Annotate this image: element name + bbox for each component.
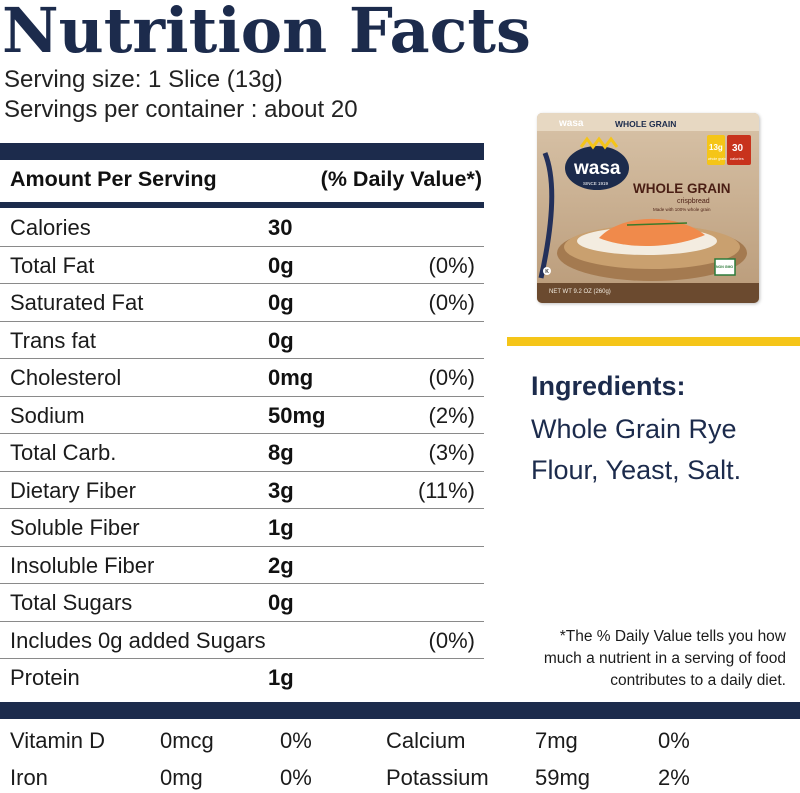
nutrient-row: Saturated Fat 0g (0%) — [0, 284, 484, 322]
vitamin-name: Calcium — [386, 728, 466, 753]
vitamin-dv: 0% — [280, 728, 312, 753]
nutrient-daily-value: (3%) — [428, 440, 475, 465]
non-gmo-seal-text: NON GMO — [716, 265, 733, 269]
nutrient-label: Total Sugars — [10, 590, 133, 615]
vitamin-dv: 0% — [658, 728, 690, 753]
nutrient-row: Dietary Fiber 3g (11%) — [0, 472, 484, 509]
whole-grain-badge — [707, 135, 725, 165]
mini-product-name: WHOLE GRAIN — [615, 119, 676, 129]
nutrient-amount: 0g — [268, 590, 294, 615]
calorie-badge — [727, 135, 751, 165]
nutrient-amount: 0g — [268, 327, 294, 353]
vitamin-amount: 0mg — [160, 765, 203, 790]
whole-grain-badge-value: 13g — [709, 143, 723, 152]
header-divider-bar — [0, 202, 484, 208]
nutrient-daily-value: (0%) — [428, 627, 475, 653]
servings-per-container: Servings per container : about 20 — [4, 96, 358, 123]
ingredients-text: Whole Grain Rye Flour, Yeast, Salt. — [531, 414, 742, 485]
vitamin-name: Vitamin D — [10, 728, 105, 753]
daily-value-footnote: *The % Daily Value tells you how much a … — [543, 628, 786, 689]
vitamin-name: Potassium — [386, 765, 489, 790]
nutrient-label: Total Fat — [10, 252, 95, 278]
nutrient-row: Calories 30 — [0, 209, 484, 247]
nutrient-daily-value: (11%) — [417, 477, 475, 503]
amount-header-row: Amount Per Serving (% Daily Value*) — [10, 167, 482, 199]
nutrient-label: Cholesterol — [10, 365, 122, 390]
nutrient-amount: 1g — [268, 515, 294, 540]
nutrient-label: Insoluble Fiber — [10, 552, 155, 578]
nutrient-amount: 8g — [268, 440, 294, 465]
nutrient-rows: Calories 30 Total Fat 0g (0%) Saturated Fat 0g… — [0, 209, 484, 696]
vitamin-amount: 7mg — [535, 728, 578, 753]
amount-per-serving-label: Amount Per Serving — [10, 167, 217, 191]
wheat-stalk-icon — [538, 152, 555, 279]
brand-logo: wasa — [573, 158, 621, 179]
vitamin-amount: 0mcg — [160, 728, 214, 753]
nutrient-daily-value: (2%) — [428, 402, 475, 428]
ingredients-title: Ingredients: — [531, 371, 686, 401]
nutrient-amount: 0g — [268, 290, 294, 315]
nutrient-label: Calories — [10, 215, 91, 240]
top-thick-bar — [0, 143, 484, 160]
nutrient-label: Includes 0g added Sugars — [10, 627, 266, 653]
nutrient-label: Saturated Fat — [10, 290, 144, 315]
product-subname: crispbread — [677, 198, 710, 205]
crispbread-package-illustration: NET WT 9.2 OZ (260g) wasa WHOLE GRAIN wa… — [537, 113, 759, 303]
brand-since: SINCE 1919 — [583, 181, 609, 186]
nutrient-row: Insoluble Fiber 2g — [0, 547, 484, 584]
nutrient-row: Trans fat 0g — [0, 322, 484, 359]
serving-size: Serving size: 1 Slice (13g) — [4, 66, 283, 93]
net-weight: NET WT 9.2 OZ (260g) — [549, 289, 611, 295]
nutrient-row: Total Fat 0g (0%) — [0, 247, 484, 284]
nutrient-label: Sodium — [10, 402, 85, 428]
daily-value-label: (% Daily Value*) — [320, 167, 482, 191]
crown-icon — [579, 136, 619, 150]
nutrient-daily-value: (0%) — [428, 290, 475, 315]
nutrient-row: Sodium 50mg (2%) — [0, 397, 484, 434]
product-tagline: Made with 100% whole grain — [653, 207, 711, 212]
product-package-image: NET WT 9.2 OZ (260g) wasa WHOLE GRAIN wa… — [537, 113, 759, 303]
salmon-topping — [599, 218, 705, 247]
nutrient-amount: 3g — [268, 477, 294, 503]
nutrient-row: Includes 0g added Sugars (0%) — [0, 622, 484, 659]
mini-brand: wasa — [558, 118, 584, 129]
nutrient-row: Soluble Fiber 1g — [0, 509, 484, 547]
nutrient-label: Total Carb. — [10, 440, 117, 465]
non-gmo-seal-icon — [714, 258, 736, 276]
nutrient-label: Dietary Fiber — [10, 477, 136, 503]
nutrient-amount: 0mg — [268, 365, 314, 390]
kosher-icon — [543, 267, 551, 275]
nutrient-daily-value: (0%) — [428, 252, 475, 278]
nutrient-label: Trans fat — [10, 327, 96, 353]
product-name: WHOLE GRAIN — [633, 181, 731, 196]
chive-garnish — [626, 222, 688, 226]
nutrient-row: Protein 1g — [0, 659, 484, 696]
nutrient-row: Total Sugars 0g — [0, 584, 484, 622]
nutrient-amount: 2g — [268, 552, 294, 578]
nutrient-amount: 0g — [268, 252, 294, 278]
yellow-divider — [507, 337, 800, 346]
bottom-thick-bar — [0, 702, 800, 719]
nutrient-label: Soluble Fiber — [10, 515, 140, 540]
nutrient-amount: 30 — [268, 215, 293, 240]
calorie-badge-value: 30 — [732, 143, 744, 154]
kosher-symbol: K — [545, 269, 549, 275]
nutrient-row: Total Carb. 8g (3%) — [0, 434, 484, 472]
vitamin-dv: 2% — [658, 765, 690, 790]
nutrient-row: Cholesterol 0mg (0%) — [0, 359, 484, 397]
calorie-badge-label: calories — [730, 156, 744, 161]
vitamin-amount: 59mg — [535, 765, 591, 790]
vitamin-dv: 0% — [280, 765, 312, 790]
whole-grain-badge-label: whole grain — [708, 157, 726, 161]
nutrient-daily-value: (0%) — [428, 365, 475, 390]
vitamin-name: Iron — [10, 765, 48, 790]
brand-oval — [565, 146, 629, 190]
nutrient-amount: 1g — [268, 665, 294, 690]
page-title: Nutrition Facts — [2, 0, 531, 67]
nutrient-amount: 50mg — [268, 402, 326, 428]
nutrient-label: Protein — [10, 665, 80, 690]
